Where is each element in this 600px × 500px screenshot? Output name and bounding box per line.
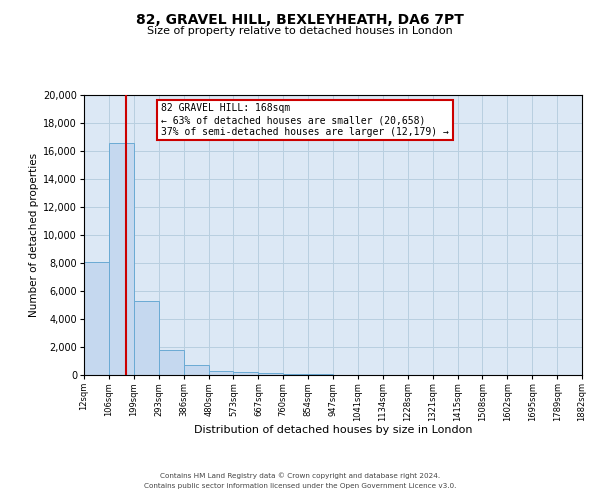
Text: Contains public sector information licensed under the Open Government Licence v3: Contains public sector information licen… [144,483,456,489]
Text: 82 GRAVEL HILL: 168sqm
← 63% of detached houses are smaller (20,658)
37% of semi: 82 GRAVEL HILL: 168sqm ← 63% of detached… [161,104,449,136]
Text: Contains HM Land Registry data © Crown copyright and database right 2024.: Contains HM Land Registry data © Crown c… [160,472,440,479]
Bar [259,373,283,375]
Bar [184,365,209,375]
X-axis label: Distribution of detached houses by size in London: Distribution of detached houses by size … [194,425,472,435]
Bar [308,374,333,375]
Bar [233,372,259,375]
Bar [283,374,308,375]
Text: Size of property relative to detached houses in London: Size of property relative to detached ho… [147,26,453,36]
Bar [209,370,233,375]
Y-axis label: Number of detached properties: Number of detached properties [29,153,39,317]
Text: 82, GRAVEL HILL, BEXLEYHEATH, DA6 7PT: 82, GRAVEL HILL, BEXLEYHEATH, DA6 7PT [136,12,464,26]
Bar [159,350,184,375]
Bar [109,144,134,375]
Bar [134,301,159,375]
Bar [84,262,109,375]
